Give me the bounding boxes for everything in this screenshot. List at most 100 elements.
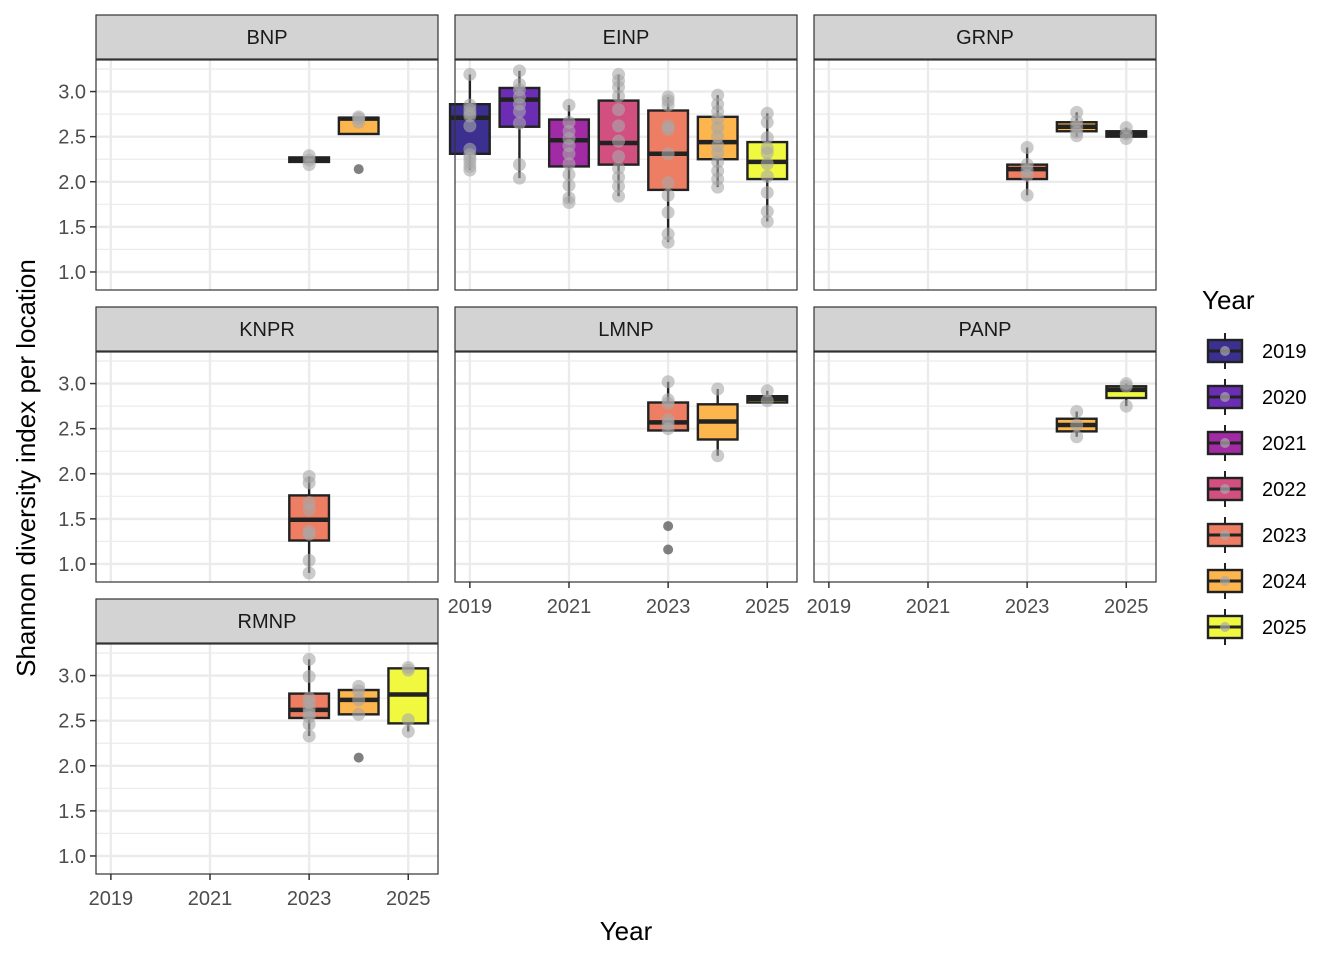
legend-key-point (1220, 484, 1230, 494)
data-point (711, 155, 725, 169)
outlier-point (663, 544, 674, 555)
y-tick-label: 1.5 (58, 509, 86, 531)
box-lmnp-2023 (647, 375, 690, 555)
plot-background (814, 352, 1156, 582)
data-point (302, 652, 316, 666)
x-tick-label: 2019 (89, 888, 134, 910)
data-point (463, 67, 477, 81)
box-bnp-2023 (288, 149, 331, 172)
data-point (352, 684, 366, 698)
data-point (302, 669, 316, 683)
legend: Year 2019 2020 2021 2022 2023 2024 2025 (1202, 285, 1307, 645)
data-point (562, 178, 576, 192)
box-grnp-2024 (1055, 105, 1098, 143)
panel-border (95, 351, 439, 583)
data-point (352, 110, 366, 124)
data-point (711, 382, 725, 396)
panel-border (95, 643, 439, 875)
legend-key-point (1220, 576, 1230, 586)
data-point (463, 163, 477, 177)
data-point (1070, 105, 1084, 119)
data-point (661, 396, 675, 410)
box-grnp-2025 (1105, 121, 1148, 145)
facet-panel-grnp: GRNP (813, 14, 1157, 291)
data-point (661, 235, 675, 249)
data-point (612, 80, 626, 94)
facet-panel-knpr: KNPR 1.0 1.5 2.0 2.5 3.0 (58, 306, 439, 583)
data-point (760, 157, 774, 171)
facet-panel-einp: EINP (448, 14, 798, 291)
legend-label: 2020 (1262, 387, 1307, 409)
data-point (352, 707, 366, 721)
data-point (1070, 418, 1084, 432)
data-point (512, 116, 526, 130)
data-point (612, 134, 626, 148)
facet-panel-rmnp: RMNP 1.0 1.5 2.0 2.5 3.0 2019 2021 2023 2025 (58, 598, 439, 910)
data-point (661, 122, 675, 136)
plot-background (96, 60, 438, 290)
data-point (512, 171, 526, 185)
y-tick-label: 2.5 (58, 127, 86, 149)
plot-background (455, 352, 797, 582)
plot-background (96, 352, 438, 582)
data-point (661, 147, 675, 161)
data-point (302, 503, 316, 517)
x-tick-label: 2021 (906, 596, 951, 618)
data-point (302, 527, 316, 541)
facet-strip-label: PANP (959, 319, 1012, 341)
data-point (562, 196, 576, 210)
y-tick-label: 2.5 (58, 419, 86, 441)
legend-label: 2019 (1262, 341, 1307, 363)
data-point (711, 121, 725, 135)
data-point (612, 170, 626, 184)
data-point (612, 89, 626, 103)
facet-strip (95, 14, 439, 60)
data-point (302, 149, 316, 163)
data-point (612, 189, 626, 203)
box-rmnp-2025 (387, 660, 430, 738)
facet-strip (813, 306, 1157, 352)
data-point (512, 64, 526, 78)
data-point (512, 104, 526, 118)
y-tick-label: 1.5 (58, 801, 86, 823)
x-tick-label: 2025 (386, 888, 431, 910)
facet-strip-label: KNPR (239, 319, 295, 341)
data-point (562, 168, 576, 182)
facet-strip-label: BNP (246, 27, 287, 49)
legend-entry-2020: 2020 (1206, 379, 1307, 415)
box-lmnp-2025 (746, 384, 789, 408)
data-point (1070, 430, 1084, 444)
y-tick-label: 1.0 (58, 554, 86, 576)
panel-border (454, 351, 798, 583)
data-point (711, 449, 725, 463)
data-point (463, 119, 477, 133)
facet-strip (454, 306, 798, 352)
data-point (661, 205, 675, 219)
data-point (302, 553, 316, 567)
panel-border (813, 59, 1157, 291)
box-einp-2021 (547, 98, 591, 210)
y-tick-label: 1.0 (58, 846, 86, 868)
data-point (302, 476, 316, 490)
data-point (661, 98, 675, 112)
data-point (760, 169, 774, 183)
data-point (1070, 405, 1084, 419)
data-point (612, 103, 626, 117)
data-point (612, 161, 626, 175)
data-point (1119, 399, 1133, 413)
box-rmnp-2023 (288, 652, 331, 743)
legend-entry-2022: 2022 (1206, 471, 1307, 507)
data-point (661, 176, 675, 190)
legend-key-point (1220, 392, 1230, 402)
y-tick-label: 3.0 (58, 666, 86, 688)
data-point (1020, 188, 1034, 202)
x-tick-label: 2021 (547, 596, 592, 618)
plot-background (96, 644, 438, 874)
legend-entry-2025: 2025 (1206, 609, 1307, 645)
legend-key-point (1220, 346, 1230, 356)
data-point (711, 180, 725, 194)
panel-border (454, 59, 798, 291)
box-knpr-2023 (288, 469, 331, 580)
legend-entry-2021: 2021 (1206, 425, 1307, 461)
data-point (760, 146, 774, 160)
